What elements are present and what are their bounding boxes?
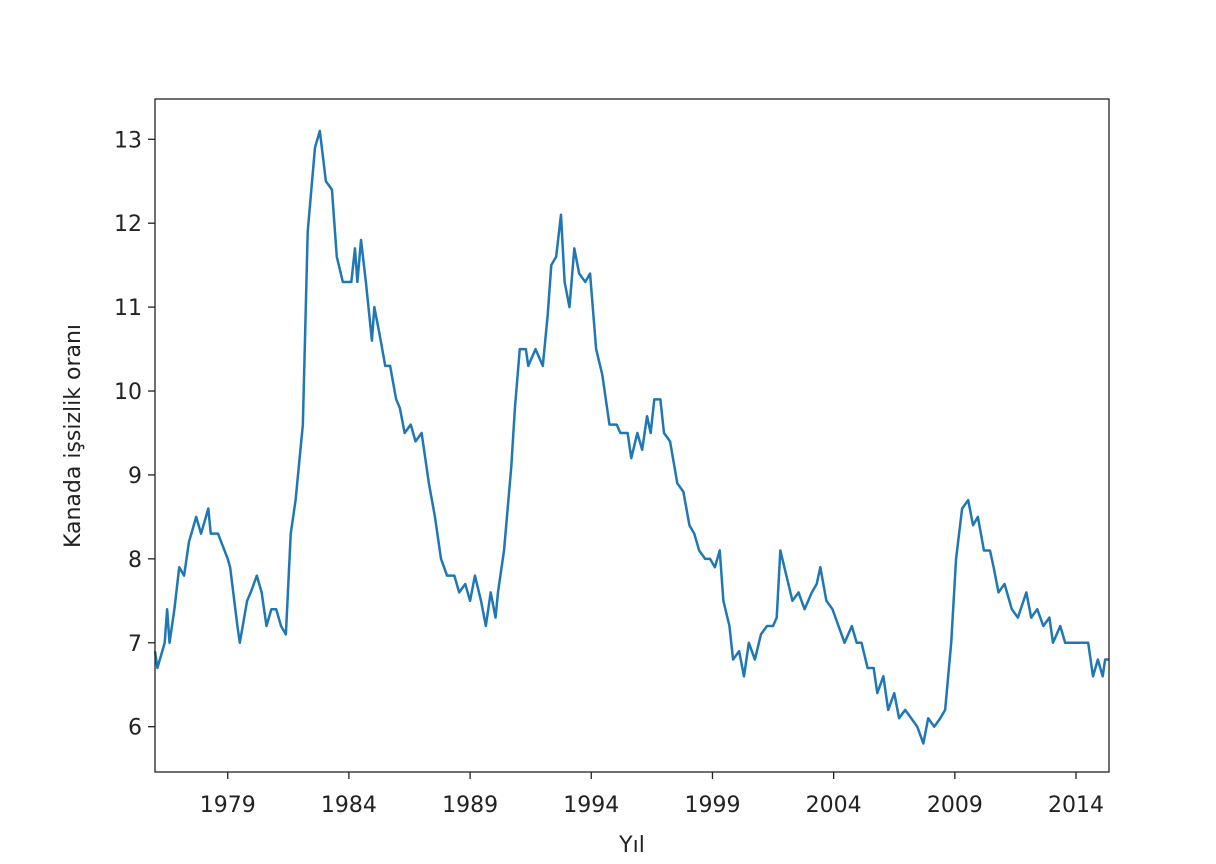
x-axis-label: Yıl: [618, 833, 645, 858]
y-tick-label: 6: [128, 716, 142, 741]
y-tick-label: 13: [114, 128, 142, 153]
plot-frame: [154, 98, 1110, 773]
x-tick-label: 1984: [321, 793, 377, 818]
x-tick-label: 1994: [563, 793, 619, 818]
x-tick-label: 1979: [200, 793, 256, 818]
x-tick-label: 1989: [442, 793, 498, 818]
y-axis-label: Kanada işsizlik oranı: [61, 324, 86, 548]
x-tick-label: 2004: [806, 793, 862, 818]
y-tick-label: 10: [114, 380, 142, 405]
line-series: [153, 129, 1109, 745]
y-tick-label: 12: [114, 212, 142, 237]
y-tick-label: 9: [128, 464, 142, 489]
y-tick-label: 11: [114, 296, 142, 321]
x-tick-label: 2014: [1048, 793, 1104, 818]
x-tick-label: 2009: [927, 793, 983, 818]
y-tick-label: 7: [128, 632, 142, 657]
x-tick-label: 1999: [684, 793, 740, 818]
y-tick-label: 8: [128, 548, 142, 573]
